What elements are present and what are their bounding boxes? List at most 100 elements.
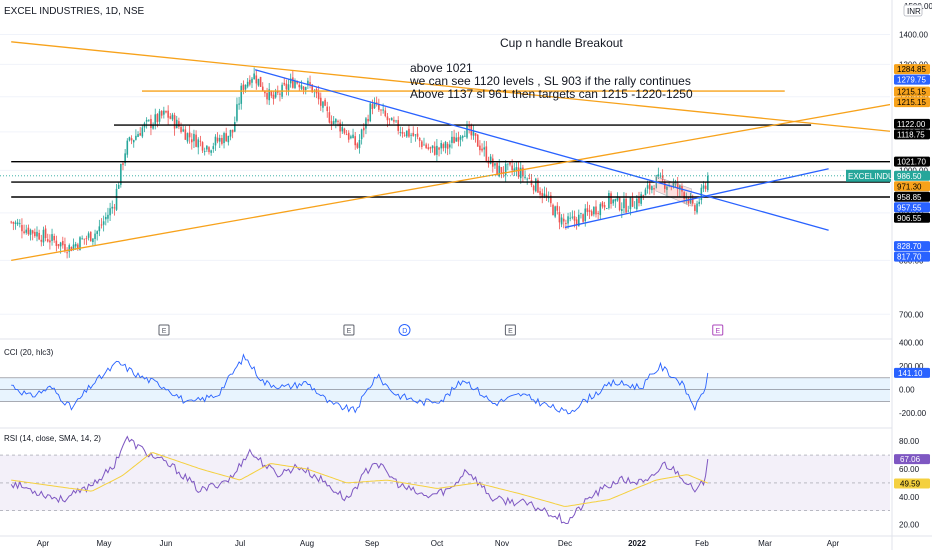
candle-body[interactable] <box>279 93 281 95</box>
candle-body[interactable] <box>418 137 421 141</box>
candle-body[interactable] <box>507 163 509 165</box>
candle-body[interactable] <box>367 118 369 122</box>
candle-body[interactable] <box>51 234 53 241</box>
candle-body[interactable] <box>319 97 322 106</box>
candle-body[interactable] <box>358 139 361 149</box>
candle-body[interactable] <box>395 120 397 122</box>
candle-body[interactable] <box>229 129 232 137</box>
candle-body[interactable] <box>365 118 367 129</box>
candle-body[interactable] <box>298 84 301 88</box>
candle-body[interactable] <box>698 201 700 204</box>
candle-body[interactable] <box>474 133 477 136</box>
candle-body[interactable] <box>70 246 73 252</box>
candle-body[interactable] <box>87 233 90 238</box>
candle-body[interactable] <box>390 118 393 121</box>
candle-body[interactable] <box>556 205 559 211</box>
candle-body[interactable] <box>89 231 92 242</box>
candle-body[interactable] <box>399 132 402 133</box>
candle-body[interactable] <box>608 193 610 209</box>
candle-body[interactable] <box>27 227 30 235</box>
candle-body[interactable] <box>414 134 417 136</box>
candle-body[interactable] <box>485 146 488 161</box>
cci-pane[interactable] <box>0 353 890 415</box>
symbol-tag[interactable] <box>846 169 891 182</box>
candle-body[interactable] <box>625 198 627 213</box>
candle-body[interactable] <box>648 183 651 190</box>
candle-body[interactable] <box>616 196 619 201</box>
candle-body[interactable] <box>14 222 17 225</box>
price-tag[interactable] <box>894 86 930 97</box>
candle-body[interactable] <box>212 146 215 150</box>
candle-body[interactable] <box>193 133 195 142</box>
candle-body[interactable] <box>29 229 32 235</box>
candle-body[interactable] <box>304 87 307 90</box>
candle-body[interactable] <box>597 213 599 214</box>
candle-body[interactable] <box>423 144 425 146</box>
candle-body[interactable] <box>651 186 653 191</box>
candle-body[interactable] <box>337 121 339 122</box>
candle-body[interactable] <box>249 79 251 85</box>
candle-body[interactable] <box>292 77 294 88</box>
candle-body[interactable] <box>582 214 584 222</box>
candle-body[interactable] <box>64 244 66 251</box>
candle-body[interactable] <box>412 132 415 136</box>
event-marker[interactable] <box>398 324 411 336</box>
candle-body[interactable] <box>373 102 376 109</box>
candle-body[interactable] <box>638 196 640 204</box>
rsi-ma-last-tag[interactable] <box>894 478 930 489</box>
candle-body[interactable] <box>537 179 539 193</box>
candle-body[interactable] <box>442 144 445 149</box>
candle-body[interactable] <box>296 82 298 84</box>
candle-body[interactable] <box>259 76 262 87</box>
candle-body[interactable] <box>571 216 574 218</box>
candle-body[interactable] <box>599 204 602 216</box>
candle-body[interactable] <box>513 168 516 172</box>
candle-body[interactable] <box>36 231 38 237</box>
candle-body[interactable] <box>180 126 182 133</box>
candle-body[interactable] <box>565 223 567 225</box>
candle-body[interactable] <box>517 167 520 177</box>
candle-body[interactable] <box>618 197 621 211</box>
candle-body[interactable] <box>274 90 277 98</box>
candle-body[interactable] <box>147 119 150 121</box>
candle-body[interactable] <box>160 110 163 116</box>
candle-body[interactable] <box>687 197 690 204</box>
candle-body[interactable] <box>369 103 372 122</box>
candle-body[interactable] <box>362 127 365 131</box>
price-tag[interactable] <box>894 191 930 202</box>
candle-body[interactable] <box>289 78 292 84</box>
candle-body[interactable] <box>633 207 636 209</box>
candle-body[interactable] <box>227 135 230 143</box>
candle-body[interactable] <box>218 137 221 142</box>
candle-body[interactable] <box>466 125 468 138</box>
rsi-pane[interactable] <box>0 435 890 525</box>
candle-body[interactable] <box>347 132 350 140</box>
candle-body[interactable] <box>573 216 576 221</box>
candle-body[interactable] <box>481 148 483 151</box>
candle-body[interactable] <box>524 176 526 178</box>
candle-body[interactable] <box>135 135 137 140</box>
candle-body[interactable] <box>236 104 238 121</box>
candle-body[interactable] <box>59 242 62 247</box>
candle-body[interactable] <box>657 174 660 177</box>
candle-body[interactable] <box>380 109 382 111</box>
candle-body[interactable] <box>577 214 580 227</box>
candle-body[interactable] <box>476 134 479 147</box>
candle-body[interactable] <box>534 178 537 192</box>
candle-body[interactable] <box>603 205 606 208</box>
candle-body[interactable] <box>410 134 412 136</box>
candle-body[interactable] <box>689 198 692 203</box>
candle-body[interactable] <box>287 84 290 91</box>
time-axis[interactable]: Apr May Jun Jul Aug Sep Oct Nov Dec 2022 Feb Mar Apr <box>37 539 840 548</box>
candle-body[interactable] <box>588 210 591 212</box>
candle-body[interactable] <box>354 136 356 146</box>
price-tag[interactable] <box>894 202 930 213</box>
candle-body[interactable] <box>257 78 260 86</box>
candle-body[interactable] <box>77 244 79 249</box>
candle-body[interactable] <box>700 187 703 201</box>
candle-body[interactable] <box>706 175 709 191</box>
candle-body[interactable] <box>345 134 348 136</box>
candle-body[interactable] <box>309 82 311 85</box>
candle-body[interactable] <box>270 91 273 96</box>
event-marker[interactable] <box>504 324 516 336</box>
